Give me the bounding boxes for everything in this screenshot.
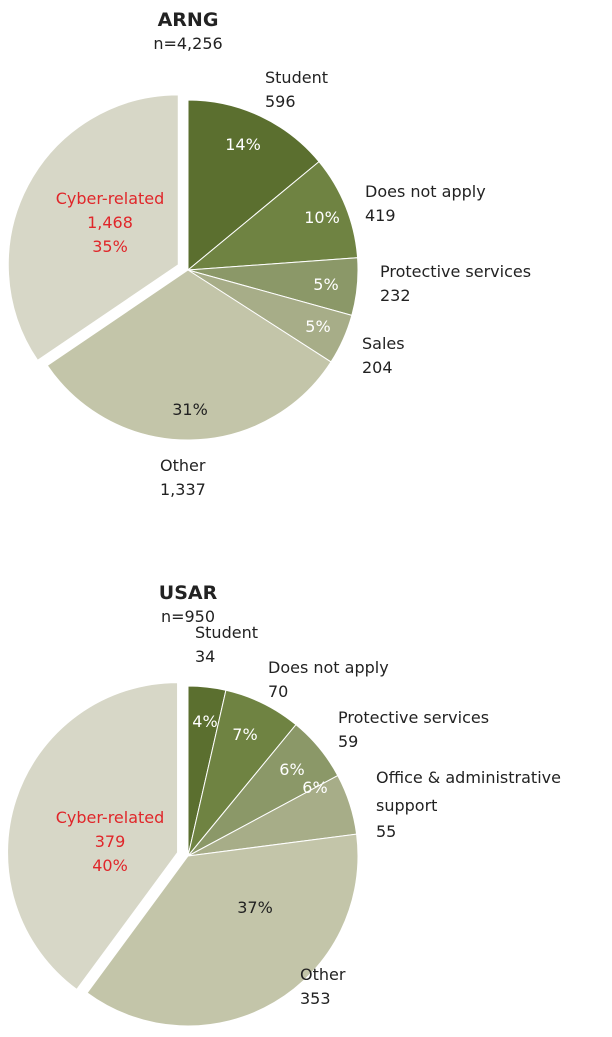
slice-percent: 10% (304, 208, 340, 227)
slice-percent: 4% (192, 712, 218, 731)
slice-percent: 40% (92, 856, 128, 875)
pie-slice (186, 160, 359, 271)
slice-value: 34 (195, 647, 216, 666)
slice-value: 70 (268, 682, 289, 701)
slice-value: 353 (300, 989, 331, 1008)
pie-slice (7, 682, 179, 991)
slice-category: Protective services (338, 708, 490, 727)
slice-value: 1,337 (160, 480, 206, 499)
slice-category: Does not apply (365, 182, 486, 201)
slice-category: Office & administrative support (376, 768, 561, 815)
slice-value: 419 (365, 206, 396, 225)
slice-percent: 35% (92, 237, 128, 256)
slice-category: Student (265, 68, 328, 87)
pie-slice (86, 833, 359, 1027)
slice-percent: 5% (305, 317, 331, 336)
slice-value: 55 (376, 822, 397, 841)
slice-percent: 37% (237, 898, 273, 917)
slice-percent: 5% (313, 275, 339, 294)
slice-category: Protective services (380, 262, 532, 281)
slice-category: Other (160, 456, 206, 475)
pie-slice (7, 94, 179, 362)
slice-value: 379 (94, 832, 126, 851)
slice-category: Student (195, 623, 258, 642)
slice-percent: 14% (225, 135, 261, 154)
slice-percent: 7% (232, 725, 258, 744)
slice-category: Cyber-related (55, 189, 165, 208)
chart-title: USAR (158, 582, 218, 604)
slice-value: 59 (338, 732, 359, 751)
slice-category: Cyber-related (55, 808, 165, 827)
slice-value: 596 (265, 92, 296, 111)
slice-percent: 31% (172, 400, 208, 419)
chart-title: ARNG (157, 9, 219, 31)
slice-category: Sales (362, 334, 405, 353)
slice-value: 204 (362, 358, 393, 377)
slice-percent: 6% (279, 760, 305, 779)
chart-subtitle: n=4,256 (153, 34, 223, 53)
pie-slice (46, 269, 332, 441)
slice-value: 232 (380, 286, 411, 305)
slice-category: Other (300, 965, 346, 984)
pie-slice (187, 99, 320, 272)
slice-category: Does not apply (268, 658, 389, 677)
chart-subtitle: n=950 (160, 607, 216, 626)
slice-percent: 6% (302, 778, 328, 797)
slice-value: 1,468 (87, 213, 133, 232)
